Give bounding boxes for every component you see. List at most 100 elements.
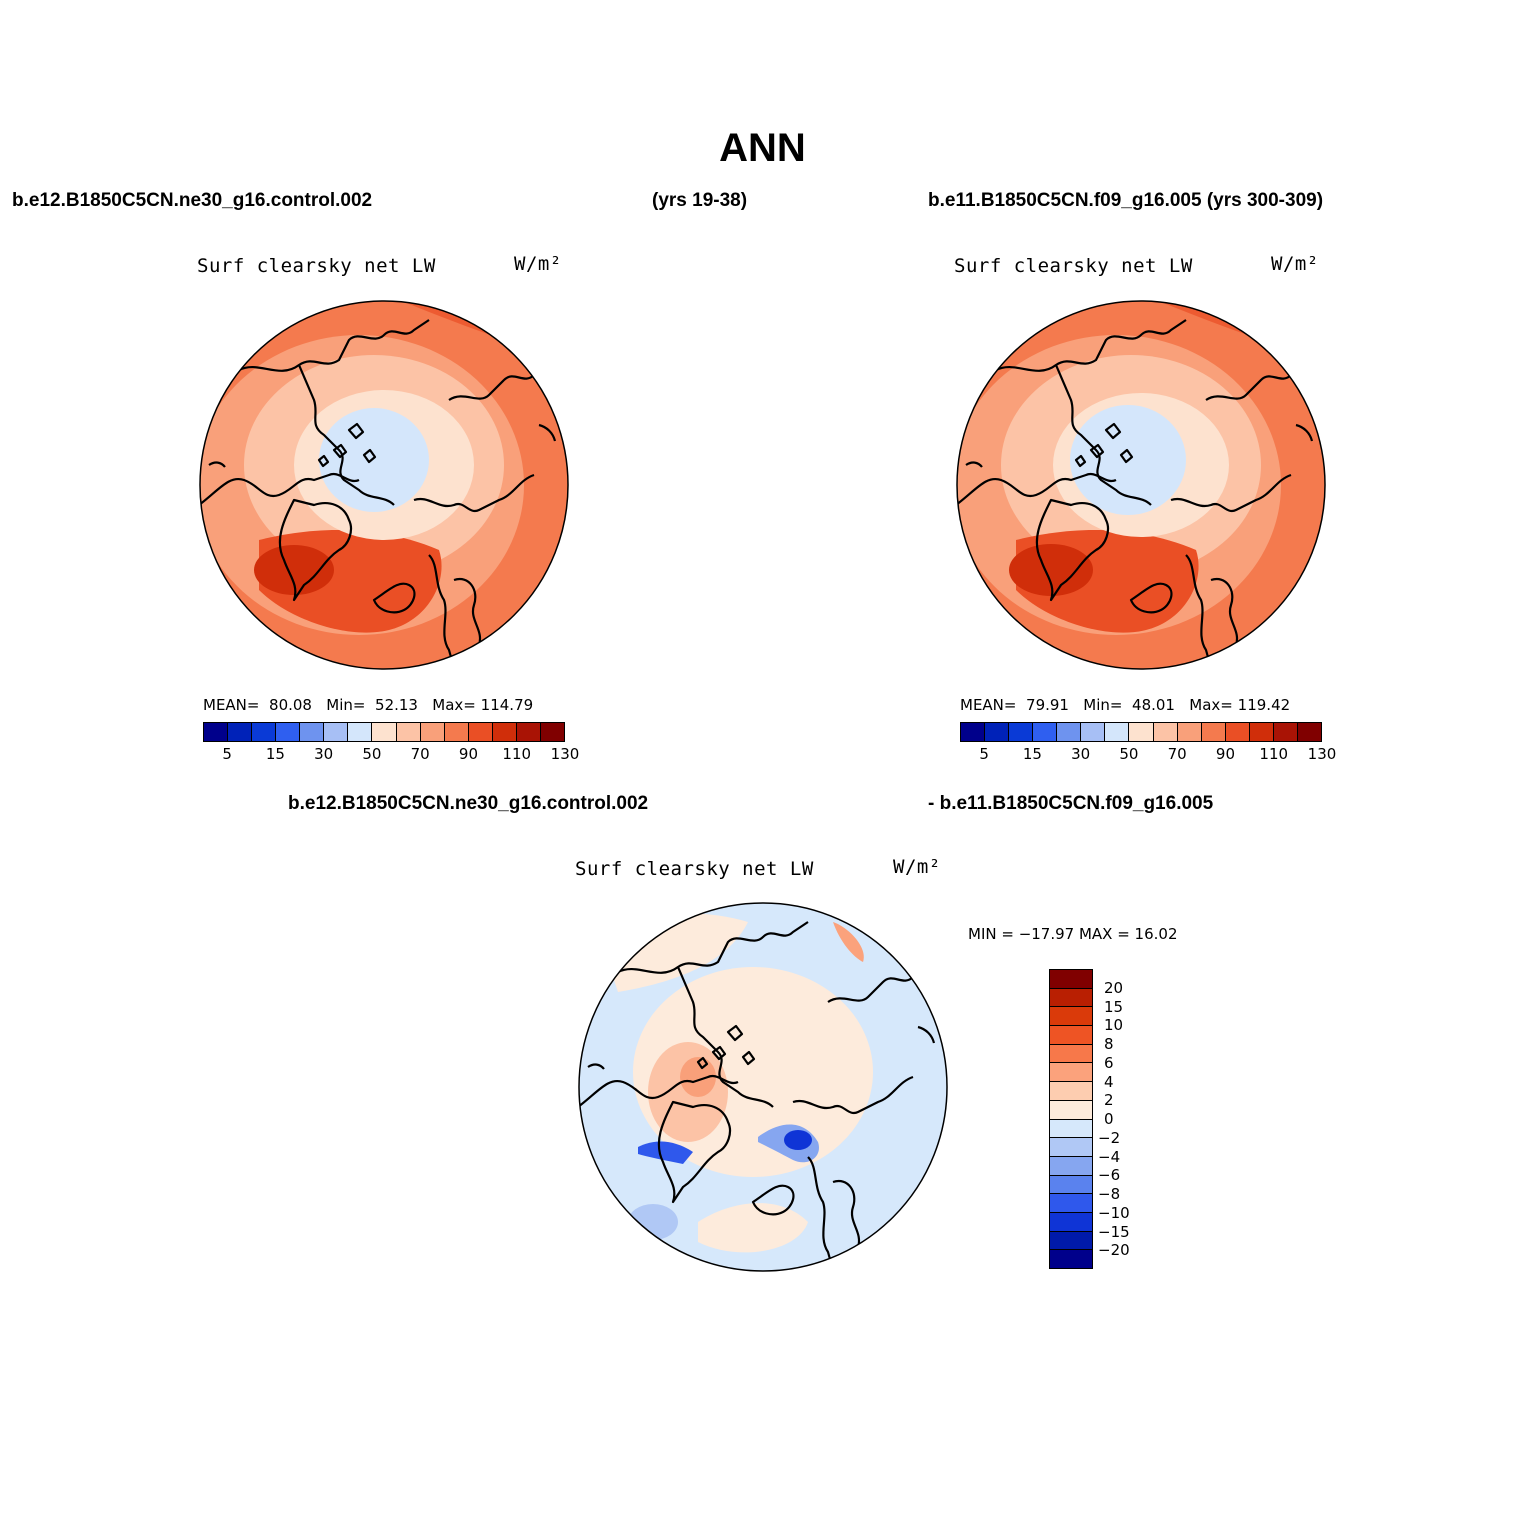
colorbar-swatch	[1050, 1231, 1092, 1251]
colorbar-tick-label: −8	[1098, 1185, 1121, 1203]
colorbar-tick-label: −10	[1098, 1203, 1130, 1222]
colorbar-tick-label: 15	[1104, 997, 1124, 1016]
colorbar-tick-label: 8	[1104, 1035, 1114, 1053]
colorbar-swatch	[444, 723, 469, 741]
colorbar-swatch	[1050, 1212, 1092, 1232]
colorbar-swatch	[1129, 723, 1154, 741]
colorbar-swatch	[1273, 723, 1298, 741]
stats-left: MEAN= 80.08 Min= 52.13 Max= 114.79	[203, 696, 534, 714]
colorbar-swatch	[1225, 723, 1250, 741]
colorbar-tick-label: 4	[1104, 1072, 1114, 1091]
colorbar-tick-label: 5	[979, 745, 989, 763]
colorbar-swatch	[1050, 970, 1092, 989]
colorbar-ticks-right: 5 15 30 50 70 90 110 130	[960, 745, 1336, 765]
colorbar-swatch	[372, 723, 397, 741]
colorbar-tick-label: −2	[1098, 1128, 1121, 1147]
colorbar-swatch	[540, 723, 564, 741]
colorbar-tick-label: 90	[1215, 745, 1235, 763]
colorbar-swatch	[252, 723, 277, 741]
colorbar-swatch	[1297, 723, 1321, 741]
colorbar-tick-label: 15	[265, 745, 285, 763]
case-title-left: b.e12.B1850C5CN.ne30_g16.control.002	[12, 190, 373, 211]
colorbar-swatch	[324, 723, 349, 741]
colorbar-tick-label: 20	[1104, 978, 1124, 997]
colorbar-diff	[1049, 969, 1093, 1269]
colorbar-swatch	[1050, 1250, 1092, 1268]
diff-case-b: - b.e11.B1850C5CN.f09_g16.005	[928, 793, 1214, 814]
colorbar-swatch	[1050, 1175, 1092, 1195]
colorbar-tick-label: 50	[362, 745, 382, 763]
polar-map-diff	[578, 902, 948, 1272]
colorbar-tick-label: 50	[1119, 745, 1139, 763]
colorbar-swatch	[1033, 723, 1058, 741]
colorbar-swatch	[492, 723, 517, 741]
colorbar-swatch	[1050, 988, 1092, 1008]
colorbar-swatch	[985, 723, 1010, 741]
units-label-right: W/m²	[1271, 253, 1319, 275]
colorbar-swatch	[1050, 1194, 1092, 1213]
variable-label-right: Surf clearsky net LW	[954, 255, 1193, 277]
colorbar-tick-label: −15	[1098, 1222, 1130, 1241]
units-label-left: W/m²	[514, 253, 562, 275]
polar-map-right	[956, 300, 1326, 670]
colorbar-tick-label: 70	[1167, 745, 1187, 763]
colorbar-swatch	[228, 723, 253, 741]
colorbar-swatch	[204, 723, 229, 741]
colorbar-swatch	[1009, 723, 1034, 741]
colorbar-tick-label: 110	[502, 745, 532, 763]
colorbar-swatch	[420, 723, 445, 741]
case-title-right: b.e11.B1850C5CN.f09_g16.005 (yrs 300-309…	[928, 190, 1324, 211]
colorbar-swatch	[300, 723, 325, 741]
colorbar-tick-label: 0	[1104, 1110, 1114, 1128]
colorbar-swatch	[1050, 1026, 1092, 1045]
figure-title: ANN	[719, 126, 806, 170]
colorbar-tick-label: 15	[1022, 745, 1042, 763]
colorbar-right	[960, 722, 1322, 742]
polar-map-left	[199, 300, 569, 670]
colorbar-tick-label: 30	[1071, 745, 1091, 763]
colorbar-tick-label: 2	[1104, 1091, 1114, 1110]
colorbar-swatch	[1050, 1082, 1092, 1101]
colorbar-swatch	[1050, 1007, 1092, 1027]
colorbar-swatch	[1081, 723, 1106, 741]
colorbar-swatch	[516, 723, 541, 741]
stats-diff: MIN = −17.97 MAX = 16.02	[968, 925, 1178, 943]
colorbar-swatch	[1050, 1119, 1092, 1139]
colorbar-swatch	[1105, 723, 1130, 741]
years-label-left: (yrs 19-38)	[652, 190, 748, 211]
colorbar-tick-label: −4	[1098, 1147, 1121, 1166]
colorbar-tick-label: 30	[314, 745, 334, 763]
colorbar-swatch	[961, 723, 986, 741]
colorbar-swatch	[1201, 723, 1226, 741]
colorbar-swatch	[1050, 1044, 1092, 1064]
colorbar-tick-label: 130	[1307, 745, 1337, 763]
colorbar-tick-label: 6	[1104, 1053, 1114, 1072]
colorbar-swatch	[396, 723, 421, 741]
colorbar-swatch	[468, 723, 493, 741]
colorbar-swatch	[1050, 1156, 1092, 1176]
colorbar-tick-label: 10	[1104, 1016, 1124, 1035]
colorbar-swatch	[1050, 1138, 1092, 1157]
diff-case-a: b.e12.B1850C5CN.ne30_g16.control.002	[288, 793, 649, 814]
colorbar-swatch	[348, 723, 373, 741]
variable-label-left: Surf clearsky net LW	[197, 255, 436, 277]
colorbar-swatch	[1153, 723, 1178, 741]
colorbar-tick-label: 90	[458, 745, 478, 763]
variable-label-diff: Surf clearsky net LW	[575, 858, 814, 880]
colorbar-swatch	[1050, 1100, 1092, 1120]
colorbar-tick-label: −20	[1098, 1241, 1130, 1260]
colorbar-ticks-diff: 20 15 10 8 6 4 2 0 −2 −4 −6 −8 −10 −15 −20	[1098, 969, 1158, 1269]
colorbar-left	[203, 722, 565, 742]
units-label-diff: W/m²	[893, 856, 941, 878]
colorbar-swatch	[276, 723, 301, 741]
colorbar-tick-label: 110	[1259, 745, 1289, 763]
colorbar-swatch	[1057, 723, 1082, 741]
colorbar-swatch	[1177, 723, 1202, 741]
colorbar-swatch	[1249, 723, 1274, 741]
colorbar-tick-label: 130	[550, 745, 580, 763]
colorbar-tick-label: 70	[410, 745, 430, 763]
colorbar-ticks-left: 5 15 30 50 70 90 110 130	[203, 745, 579, 765]
stats-right: MEAN= 79.91 Min= 48.01 Max= 119.42	[960, 696, 1291, 714]
colorbar-tick-label: 5	[222, 745, 232, 763]
colorbar-swatch	[1050, 1063, 1092, 1083]
